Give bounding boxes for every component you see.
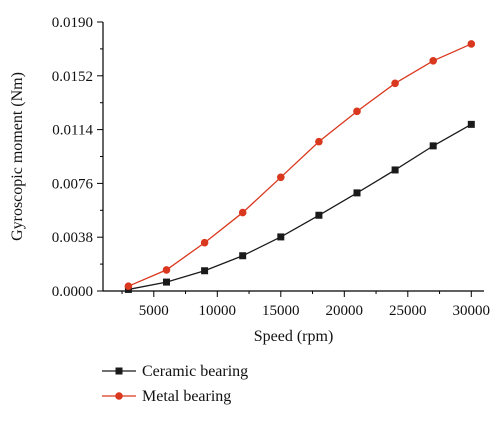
x-tick-label: 15000 bbox=[262, 303, 300, 319]
x-tick-label: 20000 bbox=[326, 303, 364, 319]
x-tick-label: 10000 bbox=[199, 303, 237, 319]
ceramic-bearing-point bbox=[353, 189, 361, 197]
ceramic-bearing-line bbox=[128, 123, 472, 291]
ceramic-bearing-point bbox=[239, 252, 247, 260]
axes bbox=[102, 22, 484, 292]
y-tick-label: 0.0038 bbox=[52, 230, 93, 246]
metal-bearing-point bbox=[200, 238, 209, 247]
legend: Ceramic bearing Metal bearing bbox=[102, 363, 248, 405]
axis-labels: Speed (rpm) Gyroscopic moment (Nm) bbox=[9, 72, 333, 345]
y-tick-label: 0.0152 bbox=[52, 69, 93, 85]
ceramic-bearing-point bbox=[277, 233, 285, 241]
metal-bearing-point bbox=[391, 79, 399, 88]
y-tick-label: 0.0114 bbox=[52, 123, 93, 139]
ceramic-bearing-point bbox=[163, 278, 170, 286]
metal-bearing-series bbox=[124, 40, 476, 290]
legend-item-ceramic-bearing: Ceramic bearing bbox=[102, 363, 248, 380]
y-tick-label: 0.0000 bbox=[52, 284, 93, 300]
ceramic-bearing-point bbox=[391, 166, 399, 174]
y-axis-title: Gyroscopic moment (Nm) bbox=[9, 72, 26, 241]
metal-bearing-point bbox=[162, 266, 171, 274]
metal-bearing-point bbox=[124, 282, 133, 290]
x-axis-title: Speed (rpm) bbox=[254, 328, 334, 345]
y-tick-label: 0.0190 bbox=[52, 15, 93, 31]
legend-ceramic-bearing-point bbox=[115, 367, 123, 375]
legend-label: Metal bearing bbox=[142, 388, 231, 405]
metal-bearing-point bbox=[467, 40, 476, 48]
axis-ticks: 0.0000 0.0038 0.0076 0.0114 0.0152 0.0190 5000… bbox=[52, 15, 490, 319]
ceramic-bearing-point bbox=[429, 142, 437, 150]
metal-bearing-point bbox=[315, 137, 323, 146]
ceramic-bearing-series bbox=[124, 120, 475, 293]
metal-bearing-line bbox=[128, 43, 472, 287]
metal-bearing-point bbox=[353, 107, 361, 116]
legend-label: Ceramic bearing bbox=[142, 363, 248, 380]
x-tick-label: 5000 bbox=[139, 303, 169, 319]
x-tick-label: 25000 bbox=[389, 303, 427, 319]
data-series bbox=[124, 40, 476, 293]
metal-bearing-point bbox=[238, 208, 247, 217]
legend-item-metal-bearing: Metal bearing bbox=[102, 388, 231, 405]
metal-bearing-point bbox=[429, 56, 438, 65]
ceramic-bearing-point bbox=[467, 120, 475, 128]
x-tick-label: 30000 bbox=[453, 303, 491, 319]
legend-metal-bearing-point bbox=[115, 392, 123, 400]
metal-bearing-point bbox=[277, 173, 285, 182]
ceramic-bearing-point bbox=[201, 267, 209, 275]
ceramic-bearing-point bbox=[315, 211, 323, 219]
y-tick-label: 0.0076 bbox=[52, 176, 94, 192]
